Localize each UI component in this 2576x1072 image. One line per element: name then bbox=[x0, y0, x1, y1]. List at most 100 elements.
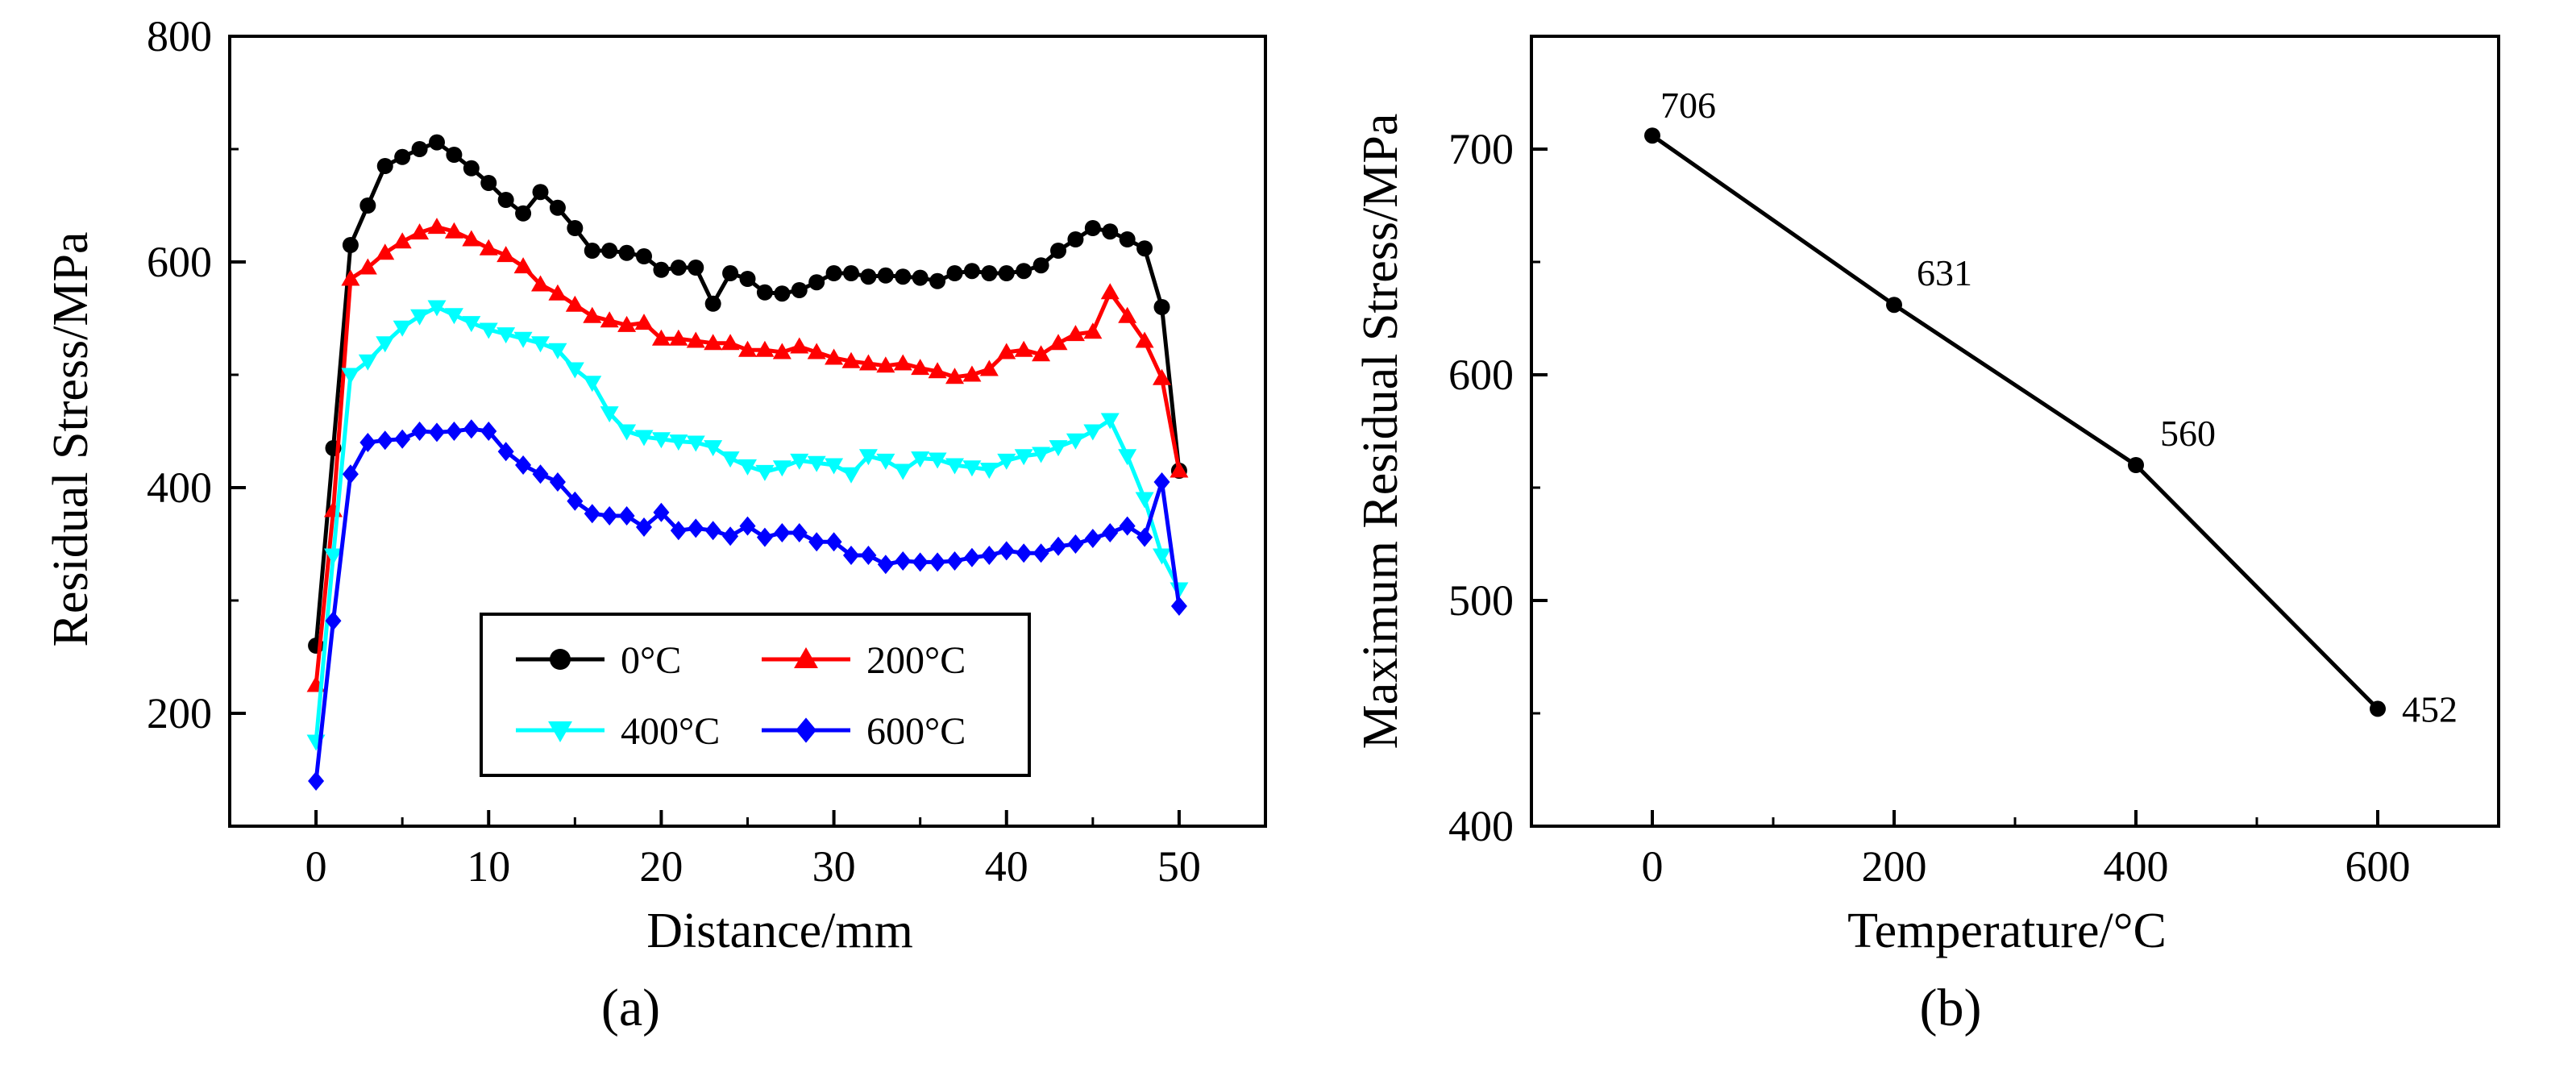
data-point bbox=[1067, 534, 1084, 554]
data-point bbox=[565, 295, 584, 312]
data-label: 631 bbox=[1917, 252, 1972, 293]
data-point bbox=[860, 268, 877, 285]
x-tick-label: 10 bbox=[467, 842, 510, 891]
data-label: 560 bbox=[2160, 413, 2216, 454]
data-point bbox=[567, 491, 584, 511]
legend-item: 200°C bbox=[762, 639, 966, 682]
data-point bbox=[515, 455, 532, 475]
data-point bbox=[1644, 127, 1660, 144]
y-tick-label: 600 bbox=[1448, 351, 1514, 399]
data-point bbox=[774, 523, 791, 542]
data-point bbox=[497, 192, 514, 208]
data-point bbox=[1136, 240, 1153, 257]
data-point bbox=[634, 314, 654, 330]
data-point bbox=[669, 434, 688, 451]
data-point bbox=[463, 419, 480, 439]
data-point bbox=[1135, 492, 1154, 509]
data-point bbox=[410, 309, 430, 326]
legend-box bbox=[480, 613, 1031, 777]
data-point bbox=[790, 337, 809, 354]
data-point bbox=[928, 452, 947, 469]
x-tick-label: 0 bbox=[1642, 842, 1664, 891]
data-point bbox=[429, 422, 445, 443]
data-point bbox=[1886, 297, 1902, 314]
data-point bbox=[998, 265, 1015, 281]
data-point bbox=[324, 548, 343, 565]
data-point bbox=[393, 232, 412, 249]
panel-label: (b) bbox=[1920, 979, 1982, 1037]
data-point bbox=[444, 222, 463, 239]
data-point bbox=[1118, 306, 1137, 323]
data-point bbox=[1119, 516, 1136, 536]
data-point bbox=[548, 343, 567, 359]
data-point bbox=[981, 546, 998, 565]
data-point bbox=[860, 546, 877, 565]
panel-label: (a) bbox=[601, 979, 660, 1037]
data-point bbox=[1100, 413, 1120, 430]
data-point bbox=[1153, 548, 1171, 565]
data-point bbox=[946, 551, 963, 571]
data-point bbox=[858, 354, 878, 371]
data-point bbox=[531, 275, 550, 292]
x-tick-label: 50 bbox=[1157, 842, 1201, 891]
data-point bbox=[807, 455, 826, 472]
data-point bbox=[981, 265, 998, 281]
data-point bbox=[825, 458, 844, 475]
data-point bbox=[1153, 472, 1170, 492]
series-3 bbox=[308, 419, 1187, 791]
x-tick-label: 30 bbox=[812, 842, 856, 891]
data-point bbox=[843, 265, 859, 281]
data-point bbox=[669, 329, 688, 346]
data-point bbox=[532, 464, 549, 484]
series-0: 706 631 560 452 bbox=[1644, 85, 2458, 729]
data-point bbox=[670, 260, 687, 276]
data-point bbox=[997, 453, 1016, 470]
data-point bbox=[808, 274, 825, 291]
data-point bbox=[531, 336, 550, 353]
data-point bbox=[877, 267, 894, 284]
data-point bbox=[479, 239, 498, 256]
data-point bbox=[341, 368, 360, 384]
data-point bbox=[548, 284, 567, 301]
data-point bbox=[584, 243, 600, 259]
data-point bbox=[1135, 331, 1154, 348]
y-axis-label: Maximum Residual Stress/MPa bbox=[1353, 114, 1408, 750]
legend-marker bbox=[794, 647, 818, 669]
data-point bbox=[1032, 345, 1051, 362]
data-point bbox=[755, 340, 775, 357]
data-point bbox=[1153, 299, 1170, 315]
data-point bbox=[686, 435, 705, 452]
data-point bbox=[946, 265, 963, 281]
y-tick-label: 600 bbox=[147, 238, 212, 286]
data-point bbox=[876, 356, 895, 373]
data-label: 706 bbox=[1660, 85, 1716, 126]
data-point bbox=[962, 365, 982, 382]
data-point bbox=[739, 516, 756, 536]
data-point bbox=[1050, 243, 1066, 259]
x-tick-label: 40 bbox=[985, 842, 1028, 891]
data-point bbox=[358, 258, 377, 275]
data-point bbox=[704, 295, 721, 312]
data-point bbox=[601, 506, 618, 526]
y-tick-label: 500 bbox=[1448, 576, 1514, 625]
data-point bbox=[963, 547, 980, 567]
x-tick-label: 400 bbox=[2104, 842, 2169, 891]
data-point bbox=[1032, 257, 1049, 274]
data-point bbox=[651, 432, 671, 449]
data-point bbox=[565, 362, 584, 379]
data-point bbox=[427, 300, 447, 317]
data-point bbox=[911, 451, 930, 468]
data-point bbox=[358, 354, 377, 371]
data-point bbox=[722, 526, 739, 546]
data-point bbox=[394, 148, 411, 165]
data-point bbox=[513, 331, 533, 348]
data-point bbox=[979, 359, 999, 376]
data-point bbox=[912, 552, 929, 572]
data-point bbox=[1032, 447, 1051, 463]
data-point bbox=[791, 282, 808, 298]
y-tick-label: 400 bbox=[147, 463, 212, 512]
data-point bbox=[513, 257, 533, 274]
data-point bbox=[341, 269, 360, 286]
data-point bbox=[772, 460, 791, 477]
